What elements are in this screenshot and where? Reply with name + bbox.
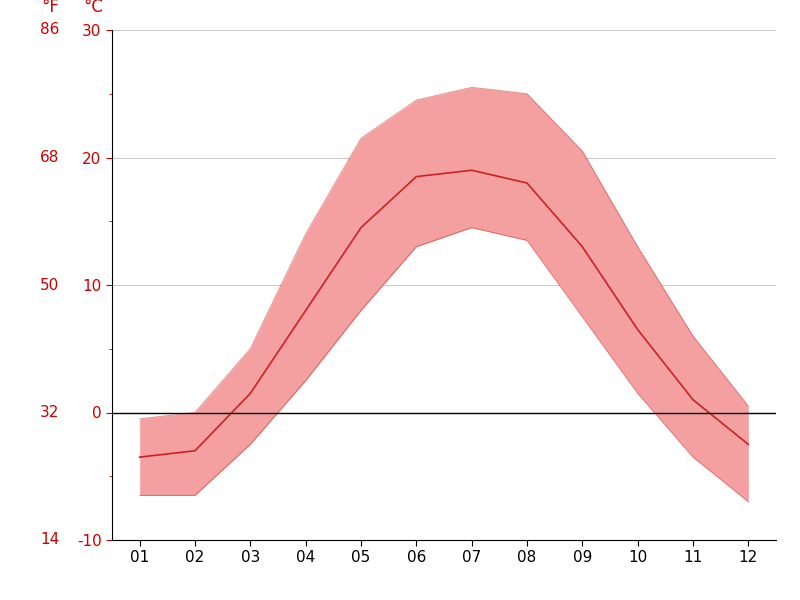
- Text: 86: 86: [40, 22, 59, 37]
- Text: 50: 50: [40, 277, 59, 292]
- Text: 14: 14: [40, 533, 59, 547]
- Text: 68: 68: [40, 150, 59, 165]
- Text: 32: 32: [40, 405, 59, 420]
- Text: °F: °F: [42, 0, 59, 16]
- Text: °C: °C: [84, 0, 104, 16]
